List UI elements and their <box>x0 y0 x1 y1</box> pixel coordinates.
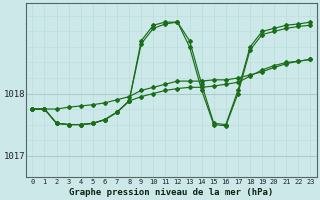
X-axis label: Graphe pression niveau de la mer (hPa): Graphe pression niveau de la mer (hPa) <box>69 188 274 197</box>
